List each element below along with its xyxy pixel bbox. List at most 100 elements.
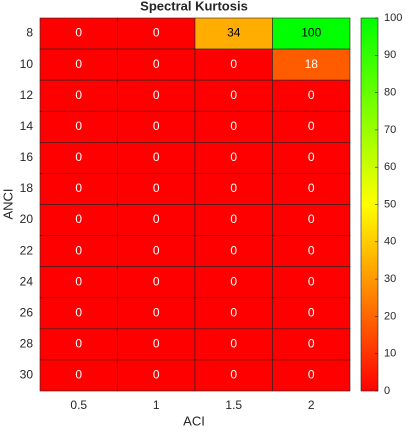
cell-label: 34 xyxy=(227,26,241,40)
y-tick-label: 22 xyxy=(20,243,34,257)
heatmap-cell xyxy=(39,204,118,236)
cell-label: 0 xyxy=(308,150,315,164)
cell-label: 0 xyxy=(308,181,315,195)
cell-label: 0 xyxy=(230,57,237,71)
cell-label: 0 xyxy=(230,119,237,133)
y-tick-label: 30 xyxy=(20,368,34,382)
heatmap-cell xyxy=(117,173,196,205)
heatmap-cell xyxy=(272,48,351,81)
y-tick-label: 16 xyxy=(20,150,34,164)
chart-title: Spectral Kurtosis xyxy=(140,0,248,13)
heatmap-cell xyxy=(272,142,351,174)
heatmap-cell xyxy=(39,359,118,392)
cell-label: 0 xyxy=(75,337,82,351)
y-tick-label: 18 xyxy=(20,181,34,195)
colorbar-tick-label: 80 xyxy=(384,87,396,99)
heatmap-cell xyxy=(39,297,118,330)
y-tick-label: 26 xyxy=(20,305,34,319)
x-axis-label: ACI xyxy=(183,413,205,428)
x-tick-label: 1.5 xyxy=(225,398,242,412)
colorbar-tick-label: 70 xyxy=(384,124,396,136)
y-tick-label: 28 xyxy=(20,337,34,351)
cell-label: 0 xyxy=(230,274,237,288)
cell-label: 0 xyxy=(230,243,237,257)
heatmap-cell xyxy=(272,266,351,299)
cell-label: 0 xyxy=(308,368,315,382)
colorbar-tick-label: 90 xyxy=(384,49,396,61)
heatmap-cell xyxy=(272,204,351,236)
heatmap-cell xyxy=(194,235,273,267)
y-tick-label: 24 xyxy=(20,274,34,288)
heatmap-cell xyxy=(117,297,196,330)
cell-label: 0 xyxy=(75,150,82,164)
heatmap-cell xyxy=(272,17,351,50)
heatmap-cell xyxy=(272,297,351,330)
cell-label: 100 xyxy=(301,26,321,40)
heatmap-cell xyxy=(272,110,351,143)
x-tick-label: 0.5 xyxy=(70,398,87,412)
colorbar-tick-label: 20 xyxy=(384,310,396,322)
heatmap-cell xyxy=(39,48,118,81)
cell-label: 0 xyxy=(308,212,315,226)
cell-label: 0 xyxy=(153,368,160,382)
cell-label: 0 xyxy=(230,368,237,382)
heatmap-cell xyxy=(39,235,118,267)
heatmap-cell xyxy=(39,110,118,143)
cell-label: 0 xyxy=(75,26,82,40)
cell-label: 0 xyxy=(230,181,237,195)
heatmap-cell xyxy=(194,142,273,174)
heatmap-cell xyxy=(39,142,118,174)
heatmap-cell xyxy=(194,328,273,361)
cell-label: 0 xyxy=(75,368,82,382)
heatmap-cell xyxy=(194,359,273,392)
cell-label: 0 xyxy=(153,150,160,164)
colorbar-tick-label: 30 xyxy=(384,273,396,285)
heatmap-cell xyxy=(117,359,196,392)
heatmap-cell xyxy=(272,328,351,361)
heatmap-cell xyxy=(117,328,196,361)
cell-label: 0 xyxy=(308,119,315,133)
heatmap-cell xyxy=(194,266,273,299)
heatmap-cell xyxy=(272,79,351,112)
cell-label: 0 xyxy=(230,305,237,319)
cell-label: 0 xyxy=(153,57,160,71)
cell-label: 0 xyxy=(153,26,160,40)
cell-label: 0 xyxy=(308,243,315,257)
cell-label: 0 xyxy=(75,119,82,133)
cell-label: 18 xyxy=(305,57,319,71)
cell-label: 0 xyxy=(153,305,160,319)
heatmap-cell xyxy=(117,17,196,50)
heatmap-cell xyxy=(117,48,196,81)
cell-label: 0 xyxy=(75,243,82,257)
y-tick-label: 14 xyxy=(20,119,34,133)
cell-label: 0 xyxy=(308,88,315,102)
y-tick-label: 20 xyxy=(20,212,34,226)
cell-label: 0 xyxy=(153,274,160,288)
heatmap-cell xyxy=(117,79,196,112)
x-tick-label: 1 xyxy=(153,398,160,412)
cell-label: 0 xyxy=(153,243,160,257)
cell-label: 0 xyxy=(153,181,160,195)
heatmap-cell xyxy=(272,359,351,392)
y-axis-label: ANCI xyxy=(0,188,15,219)
cell-label: 0 xyxy=(75,212,82,226)
cell-label: 0 xyxy=(153,337,160,351)
heatmap-cell xyxy=(194,173,273,205)
cell-label: 0 xyxy=(230,150,237,164)
colorbar-tick-label: 50 xyxy=(384,198,396,210)
cell-label: 0 xyxy=(308,274,315,288)
cell-label: 0 xyxy=(153,119,160,133)
cell-label: 0 xyxy=(75,57,82,71)
heatmap-cell xyxy=(117,142,196,174)
heatmap-cell xyxy=(39,173,118,205)
colorbar-tick-label: 10 xyxy=(384,348,396,360)
cell-label: 0 xyxy=(75,274,82,288)
heatmap-cell xyxy=(117,110,196,143)
y-tick-label: 8 xyxy=(26,26,33,40)
heatmap-cell xyxy=(39,17,118,50)
y-tick-label: 12 xyxy=(20,88,34,102)
cell-label: 0 xyxy=(308,337,315,351)
cell-label: 0 xyxy=(75,305,82,319)
cell-label: 0 xyxy=(75,181,82,195)
